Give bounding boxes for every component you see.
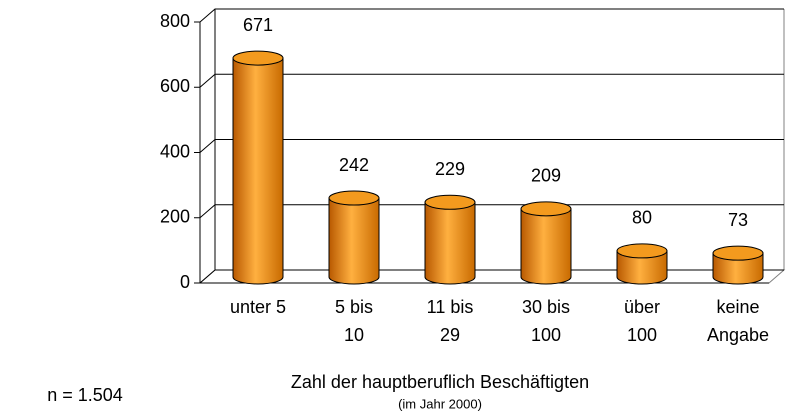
value-label: 80 [632, 208, 652, 228]
x-tick-label: 30 bis 100 [522, 297, 570, 345]
bar-top [424, 194, 476, 210]
y-tick-label: 600 [160, 76, 190, 96]
x-tick-label: unter 5 [230, 297, 286, 317]
value-label: 242 [339, 155, 369, 175]
grid-line [199, 139, 784, 153]
note: n = 1.504 [47, 385, 123, 405]
value-label: 229 [435, 159, 465, 179]
bar [424, 194, 476, 285]
bar-body [712, 252, 764, 285]
value-label: 73 [728, 210, 748, 230]
value-label: 671 [243, 15, 273, 35]
floor [198, 269, 786, 284]
x-axis-subtitle: (im Jahr 2000) [398, 396, 482, 411]
value-label: 209 [531, 166, 561, 186]
x-axis-title: Zahl der hauptberuflich Beschäftigten [291, 372, 589, 392]
bar-body [424, 201, 476, 285]
grid-line [199, 204, 784, 219]
bar-body [328, 197, 380, 285]
bar [520, 201, 572, 285]
bar [232, 50, 284, 285]
x-tick-label: 5 bis 10 [335, 297, 373, 345]
bar-top [520, 201, 572, 217]
x-tick-label: keine Angabe [707, 297, 769, 345]
bar-body [520, 208, 572, 285]
bar [616, 243, 668, 285]
grid-line [199, 73, 784, 88]
bar-top [328, 190, 380, 206]
y-tick-label: 400 [160, 141, 190, 161]
y-tick-label: 800 [160, 11, 190, 31]
grid-line [199, 8, 784, 23]
bar-body [616, 250, 668, 285]
bar [328, 190, 380, 285]
bar-top [616, 243, 668, 259]
y-tick-label: 200 [160, 207, 190, 227]
bar-body [232, 57, 284, 285]
y-tick-label: 0 [180, 272, 190, 292]
x-tick-label: über 100 [624, 297, 660, 345]
bar-top [232, 50, 284, 66]
grid-line [199, 269, 784, 284]
bar-top [712, 245, 764, 261]
bar [712, 245, 764, 285]
x-tick-label: 11 bis 29 [427, 297, 474, 345]
